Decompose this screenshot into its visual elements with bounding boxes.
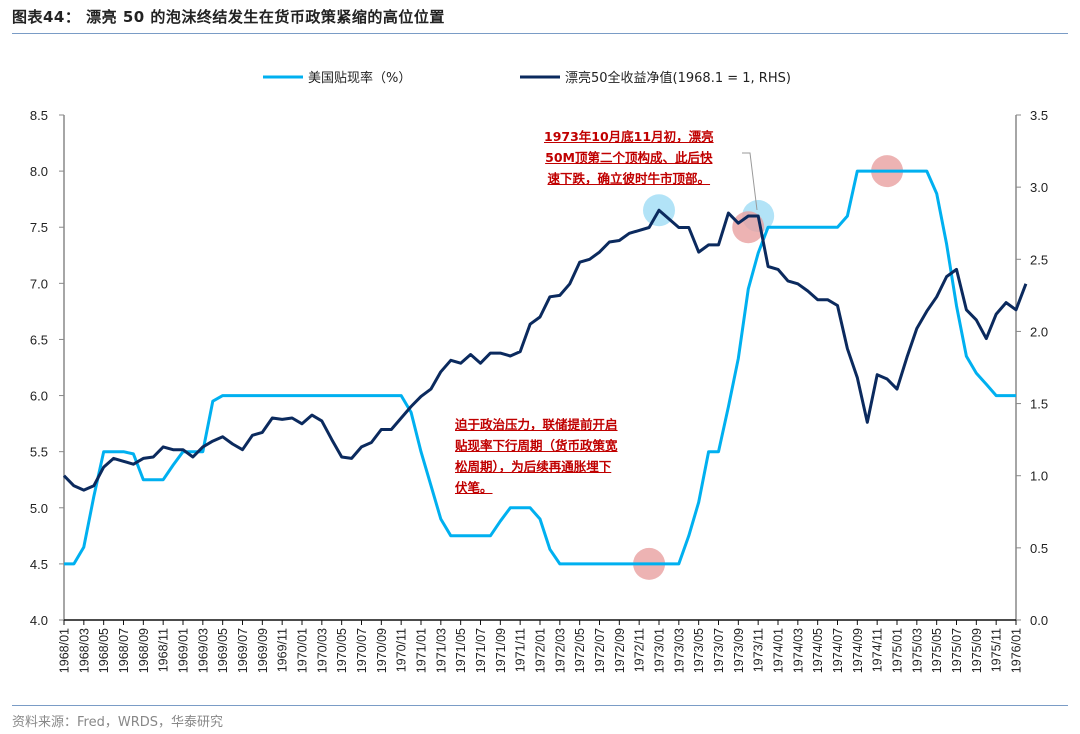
legend-label-discount-rate: 美国贴现率（%） xyxy=(308,70,411,86)
annotation-easing-cycle: 迫于政治压力，联储提前开启 贴现率下行周期（货币政策宽 松周期），为后续再通胀埋下伏… xyxy=(455,414,618,498)
x-tick-label: 1971/09 xyxy=(494,628,508,673)
right-y-tick-label: 3.5 xyxy=(1030,108,1048,123)
x-tick-label: 1975/01 xyxy=(891,628,905,673)
x-tick-label: 1970/11 xyxy=(395,628,409,672)
annotation-leader-line xyxy=(742,152,758,211)
left-y-tick-label: 8.5 xyxy=(30,108,48,123)
left-y-tick-label: 4.0 xyxy=(30,613,48,628)
x-tick-label: 1972/09 xyxy=(613,628,627,673)
annotation-line: 50M顶第二个顶构成、此后快 xyxy=(545,150,713,165)
left-y-tick-label: 5.0 xyxy=(30,501,48,516)
x-tick-label: 1973/01 xyxy=(653,628,667,673)
x-tick-label: 1975/09 xyxy=(970,628,984,673)
x-tick-label: 1973/07 xyxy=(712,628,726,673)
annotation-line: 伏笔。 xyxy=(455,480,493,495)
x-tick-label: 1969/03 xyxy=(196,628,210,673)
highlight-circle-red xyxy=(732,211,765,244)
right-y-tick-label: 2.5 xyxy=(1030,252,1048,267)
x-tick-label: 1975/05 xyxy=(930,628,944,673)
x-tick-label: 1974/09 xyxy=(851,628,865,673)
x-tick-label: 1975/03 xyxy=(910,628,924,673)
x-tick-label: 1968/09 xyxy=(137,628,151,673)
nifty50-net-value-line xyxy=(62,208,1028,492)
x-tick-label: 1973/11 xyxy=(752,628,766,672)
x-tick-label: 1974/03 xyxy=(791,628,805,673)
x-tick-label: 1969/01 xyxy=(177,628,191,673)
right-y-tick-label: 3.0 xyxy=(1030,180,1048,195)
x-tick-label: 1968/05 xyxy=(97,628,111,673)
left-y-tick-label: 5.5 xyxy=(30,445,48,460)
x-tick-label: 1970/03 xyxy=(315,628,329,673)
annotation-line: 贴现率下行周期（货币政策宽 xyxy=(455,438,618,453)
x-tick-label: 1972/01 xyxy=(534,628,548,673)
x-tick-label: 1971/11 xyxy=(514,628,528,672)
x-tick-label: 1972/03 xyxy=(553,628,567,673)
annotation-line: 松周期），为后续再通胀埋下 xyxy=(455,459,612,474)
x-tick-label: 1974/01 xyxy=(772,628,786,673)
x-tick-label: 1972/11 xyxy=(633,628,647,672)
x-tick-label: 1970/09 xyxy=(375,628,389,673)
x-tick-label: 1969/09 xyxy=(256,628,270,673)
discount-rate-line xyxy=(64,169,1016,566)
x-tick-label: 1968/07 xyxy=(117,628,131,673)
x-tick-label: 1975/07 xyxy=(950,628,964,673)
x-tick-label: 1971/07 xyxy=(474,628,488,673)
chart-title: 图表44： 漂亮 50 的泡沫终结发生在货币政策紧缩的高位位置 xyxy=(12,8,445,26)
left-y-tick-label: 4.5 xyxy=(30,557,48,572)
right-y-tick-label: 0.0 xyxy=(1030,613,1048,628)
annotation-line: 1973年10月底11月初，漂亮 xyxy=(544,129,714,144)
x-tick-label: 1974/11 xyxy=(871,628,885,672)
annotation-bubble-top: 1973年10月底11月初，漂亮 50M顶第二个顶构成、此后快 速下跌，确立彼时牛市… xyxy=(544,126,714,189)
x-tick-label: 1973/03 xyxy=(672,628,686,673)
x-tick-label: 1968/03 xyxy=(77,628,91,673)
source-note: 资料来源：Fred，WRDS，华泰研究 xyxy=(12,715,223,730)
x-tick-label: 1974/07 xyxy=(831,628,845,673)
x-tick-label: 1972/05 xyxy=(573,628,587,673)
right-y-tick-label: 1.0 xyxy=(1030,469,1048,484)
x-tick-label: 1974/05 xyxy=(811,628,825,673)
x-tick-label: 1973/05 xyxy=(692,628,706,673)
right-y-tick-label: 1.5 xyxy=(1030,397,1048,412)
x-tick-label: 1971/03 xyxy=(434,628,448,673)
x-tick-label: 1976/01 xyxy=(1010,628,1024,673)
legend-label-nifty50: 漂亮50全收益净值(1968.1 = 1, RHS) xyxy=(565,70,791,86)
annotation-line: 速下跌，确立彼时牛市顶部。 xyxy=(547,171,711,186)
x-tick-label: 1972/07 xyxy=(593,628,607,673)
x-tick-label: 1970/07 xyxy=(355,628,369,673)
annotation-line: 迫于政治压力，联储提前开启 xyxy=(455,417,618,432)
x-tick-label: 1971/05 xyxy=(454,628,468,673)
left-y-tick-label: 8.0 xyxy=(30,164,48,179)
x-tick-label: 1971/01 xyxy=(415,628,429,673)
x-tick-label: 1973/09 xyxy=(732,628,746,673)
x-tick-label: 1975/11 xyxy=(990,628,1004,672)
title-divider xyxy=(12,33,1068,34)
x-tick-label: 1970/01 xyxy=(296,628,310,673)
x-tick-label: 1970/05 xyxy=(335,628,349,673)
left-y-tick-label: 7.0 xyxy=(30,276,48,291)
left-y-tick-label: 6.0 xyxy=(30,389,48,404)
x-tick-label: 1968/01 xyxy=(58,628,72,673)
x-tick-label: 1969/07 xyxy=(236,628,250,673)
x-tick-label: 1969/11 xyxy=(276,628,290,672)
right-y-tick-label: 2.0 xyxy=(1030,324,1048,339)
left-y-tick-label: 7.5 xyxy=(30,220,48,235)
footer-divider xyxy=(12,705,1068,706)
right-y-tick-label: 0.5 xyxy=(1030,541,1048,556)
left-y-tick-label: 6.5 xyxy=(30,332,48,347)
x-tick-label: 1968/11 xyxy=(157,628,171,672)
x-tick-label: 1969/05 xyxy=(216,628,230,673)
